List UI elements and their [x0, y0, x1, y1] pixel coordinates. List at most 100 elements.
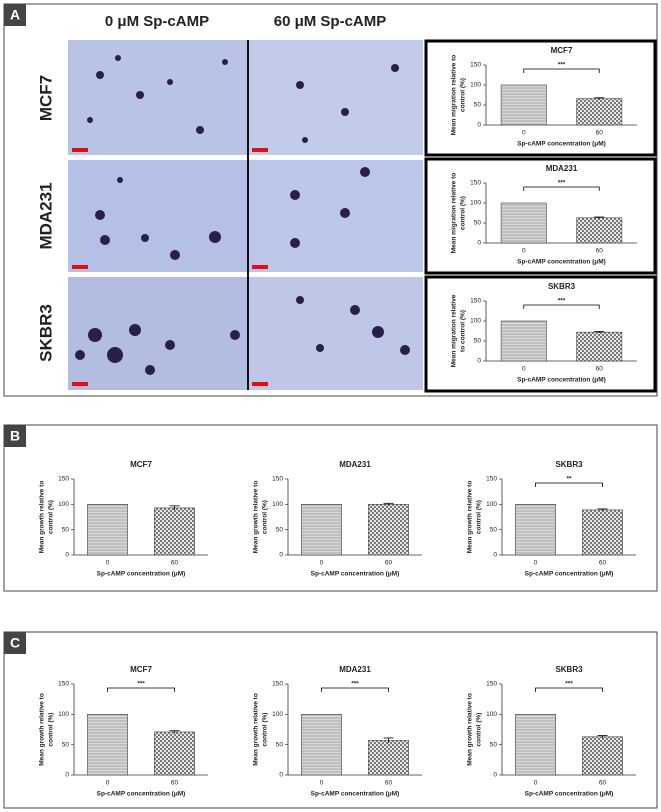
chart-title: MDA231 [546, 164, 578, 173]
significance-label: *** [351, 681, 359, 688]
significance-label: *** [137, 681, 145, 688]
x-axis-label: Sp-cAMP concentration (μM) [97, 791, 186, 798]
column-header: 0 μM Sp-cAMP [105, 13, 209, 30]
row-label: SKBR3 [36, 304, 55, 362]
bar [500, 202, 547, 244]
x-axis-label: Sp-cAMP concentration (μM) [517, 141, 606, 148]
x-axis-label: Sp-cAMP concentration (μM) [517, 377, 606, 384]
bar [368, 504, 409, 556]
y-axis-label: Mean migration relative [451, 294, 458, 367]
panel-label: B [10, 428, 20, 444]
y-tick-label: 150 [470, 298, 481, 305]
chart-title: MCF7 [130, 665, 152, 674]
y-tick-label: 150 [272, 476, 283, 483]
y-tick-label: 150 [470, 62, 481, 69]
y-tick-label: 0 [65, 552, 69, 559]
y-axis-label: Mean growth relative to [467, 693, 474, 766]
bar [301, 714, 342, 776]
micrograph [68, 40, 248, 155]
y-axis-label: Mean migration relative to [451, 173, 458, 254]
x-tick-label: 60 [596, 366, 604, 373]
y-axis-label: to control (%) [460, 310, 467, 352]
panel-b-border [3, 424, 658, 592]
y-axis-label: Mean growth relative to [253, 481, 260, 554]
bar [515, 714, 556, 776]
bar [576, 331, 623, 362]
y-tick-label: 150 [58, 476, 69, 483]
y-tick-label: 0 [477, 240, 481, 247]
x-tick-label: 60 [385, 780, 393, 787]
micrograph [68, 160, 248, 272]
y-axis-label: Mean growth relative to [253, 693, 260, 766]
row-label: MDA231 [36, 182, 55, 249]
x-tick-label: 0 [106, 560, 110, 567]
y-tick-label: 50 [276, 526, 284, 533]
y-tick-label: 50 [474, 102, 482, 109]
bar [582, 509, 623, 556]
y-tick-label: 50 [474, 338, 482, 345]
micrograph [248, 160, 423, 272]
y-tick-label: 0 [493, 772, 497, 779]
scale-bars [72, 148, 268, 386]
y-axis-label: control (%) [460, 196, 467, 230]
x-axis-label: Sp-cAMP concentration (μM) [517, 259, 606, 266]
panel-label-box [4, 632, 26, 654]
y-tick-label: 100 [486, 501, 497, 508]
y-tick-label: 50 [62, 526, 70, 533]
chart-title: MCF7 [130, 460, 152, 469]
y-axis-label: control (%) [262, 713, 269, 747]
panel-c-border [3, 631, 658, 809]
y-tick-label: 100 [272, 711, 283, 718]
y-tick-label: 100 [486, 711, 497, 718]
y-axis-label: control (%) [460, 78, 467, 112]
charts: MCF7 0 50 100 150 0 60 Sp-cAMP concentration (μ… [39, 39, 657, 798]
chart-title: SKBR3 [555, 665, 583, 674]
chart-title: MCF7 [551, 46, 573, 55]
bar [301, 504, 342, 556]
significance-label: *** [565, 681, 573, 688]
significance-bracket [535, 482, 603, 487]
y-tick-label: 50 [276, 741, 284, 748]
y-tick-label: 100 [470, 200, 481, 207]
chart-title: SKBR3 [548, 282, 576, 291]
x-tick-label: 0 [522, 130, 526, 137]
chart-title: MDA231 [339, 460, 371, 469]
significance-bracket [321, 687, 389, 692]
y-axis-label: control (%) [476, 500, 483, 534]
y-tick-label: 0 [493, 552, 497, 559]
y-tick-label: 50 [490, 741, 498, 748]
y-tick-label: 50 [62, 741, 70, 748]
significance-label: *** [558, 62, 566, 69]
micrograph [248, 40, 423, 155]
bar [87, 504, 128, 556]
panel-label: A [10, 7, 20, 23]
x-tick-label: 60 [171, 560, 179, 567]
x-tick-label: 60 [596, 130, 604, 137]
x-tick-label: 0 [522, 248, 526, 255]
chart-title: SKBR3 [555, 460, 583, 469]
bar [515, 504, 556, 556]
column-header: 60 μM Sp-cAMP [274, 13, 387, 30]
chart-title: MDA231 [339, 665, 371, 674]
y-tick-label: 150 [272, 681, 283, 688]
x-tick-label: 60 [385, 560, 393, 567]
cells [75, 55, 410, 375]
bar [576, 217, 623, 244]
y-tick-label: 50 [474, 220, 482, 227]
x-tick-label: 0 [534, 560, 538, 567]
bar [500, 320, 547, 362]
bar [500, 84, 547, 126]
x-axis-label: Sp-cAMP concentration (μM) [525, 791, 614, 798]
x-tick-label: 60 [596, 248, 604, 255]
micrograph [248, 277, 423, 390]
y-tick-label: 50 [490, 526, 498, 533]
x-tick-label: 60 [171, 780, 179, 787]
panel-label-box [4, 425, 26, 447]
y-axis-label: Mean migration relative to [451, 55, 458, 136]
y-axis-label: control (%) [262, 500, 269, 534]
row-label: MCF7 [36, 75, 55, 121]
x-axis-label: Sp-cAMP concentration (μM) [525, 571, 614, 578]
bar [154, 507, 195, 556]
significance-bracket [523, 68, 600, 73]
